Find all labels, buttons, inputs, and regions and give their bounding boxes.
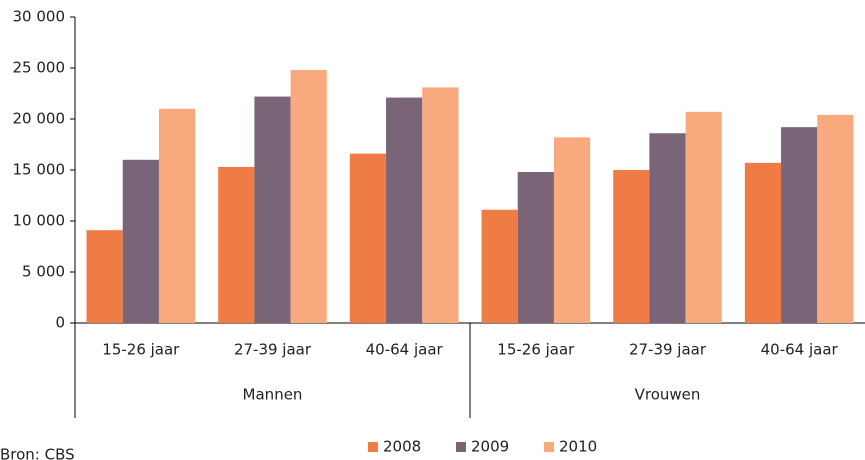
bar xyxy=(422,87,459,323)
bar xyxy=(349,153,387,323)
bar xyxy=(386,97,423,323)
bar xyxy=(553,137,591,323)
x-tick-label: 40-64 jaar xyxy=(366,341,444,359)
bar xyxy=(517,172,554,323)
bar xyxy=(290,70,327,323)
bar xyxy=(254,96,291,323)
x-tick-label: 27-39 jaar xyxy=(234,341,312,359)
y-tick-label: 0 xyxy=(55,314,65,332)
bar xyxy=(649,133,686,323)
group-label: Mannen xyxy=(243,386,303,404)
y-tick-label: 30 000 xyxy=(13,8,66,26)
y-tick-label: 25 000 xyxy=(13,59,66,77)
x-tick-label: 27-39 jaar xyxy=(629,341,707,359)
legend-label: 2009 xyxy=(471,438,509,456)
x-tick-label: 15-26 jaar xyxy=(102,341,180,359)
legend-swatch xyxy=(368,442,378,452)
legend-swatch xyxy=(456,442,466,452)
bar xyxy=(781,127,818,323)
bar xyxy=(86,230,123,323)
group-label: Vrouwen xyxy=(635,386,701,404)
x-tick-label: 40-64 jaar xyxy=(761,341,839,359)
legend-label: 2008 xyxy=(383,438,421,456)
legend-swatch xyxy=(544,442,554,452)
legend-label: 2010 xyxy=(559,438,597,456)
y-tick-label: 10 000 xyxy=(13,212,66,230)
bar xyxy=(613,170,650,323)
y-tick-label: 15 000 xyxy=(13,161,66,179)
x-tick-label: 15-26 jaar xyxy=(497,341,575,359)
y-tick-label: 5 000 xyxy=(22,263,65,281)
bar xyxy=(817,114,854,323)
bar xyxy=(122,159,159,323)
bar xyxy=(744,162,782,323)
bar xyxy=(685,111,722,323)
bar xyxy=(218,166,255,323)
bar xyxy=(158,108,196,323)
y-tick-label: 20 000 xyxy=(13,110,66,128)
bar xyxy=(481,209,518,323)
source: Bron: CBS xyxy=(0,446,75,460)
